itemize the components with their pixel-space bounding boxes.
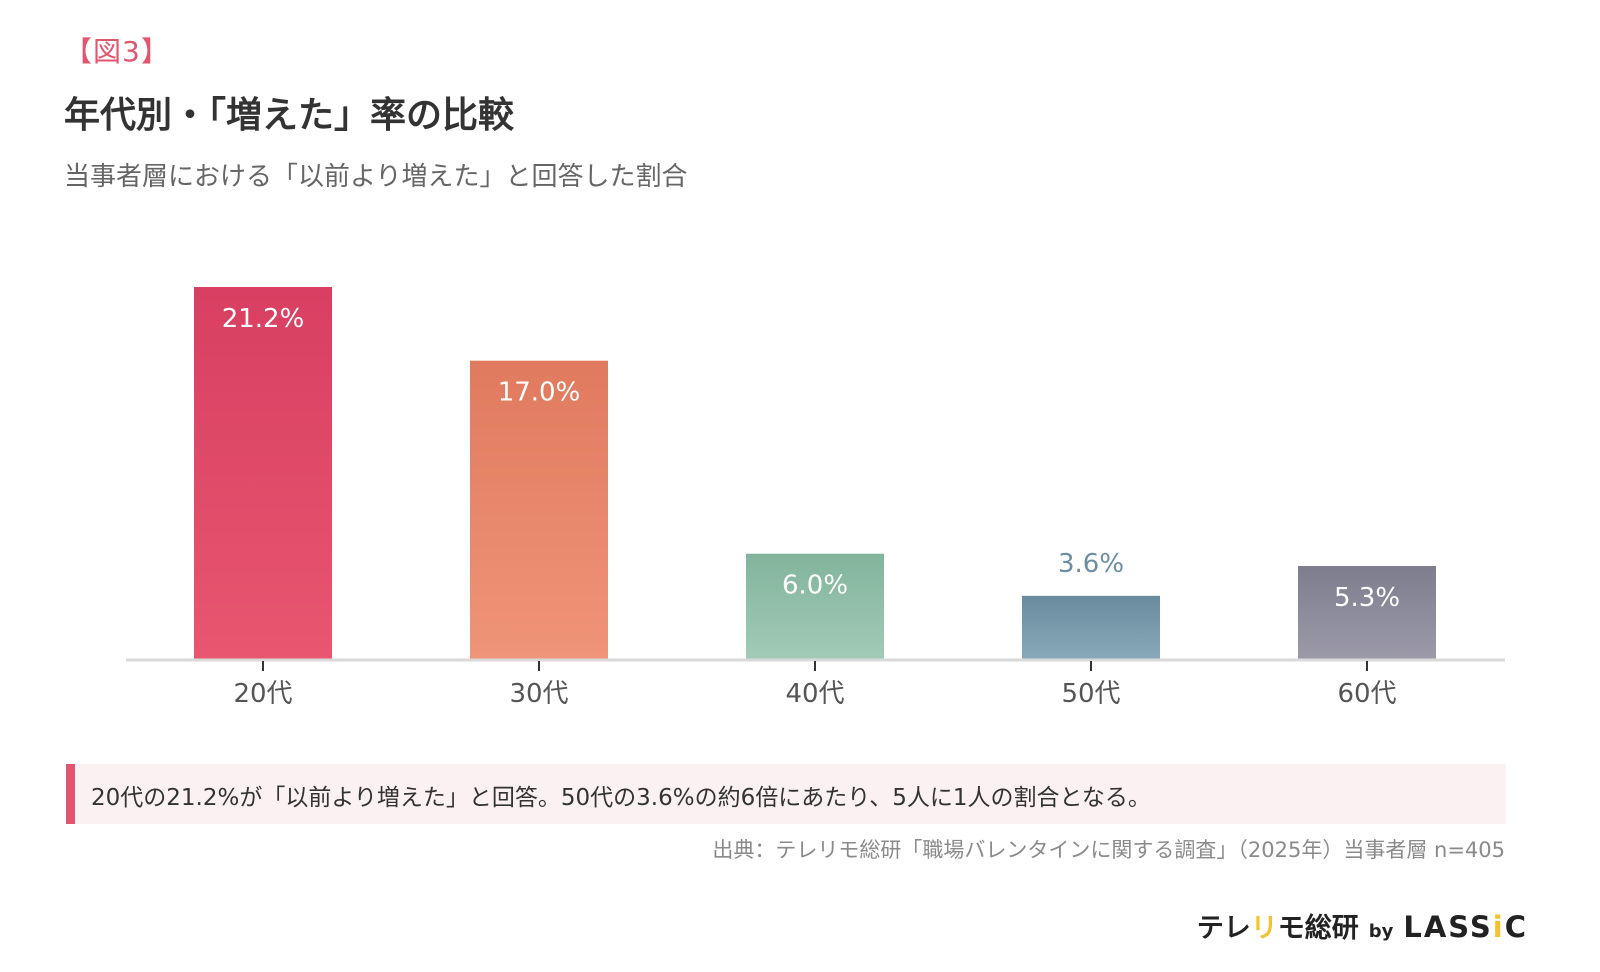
figure-label: 【図3】 [64, 35, 170, 68]
logo-lassic: LASSiC [1403, 910, 1528, 944]
value-label-30代: 17.0% [498, 378, 581, 408]
callout-box: 20代の21.2%が「以前より増えた」と回答。50代の3.6%の約6倍にあたり、… [66, 764, 1506, 824]
bar-20代 [194, 287, 332, 659]
brand-logo: テレリモ総研 by LASSiC [1197, 906, 1528, 946]
value-label-20代: 21.2% [222, 304, 305, 334]
bars-layer: 21.2% 17.0% 6.0% 3.6% 5.3% [194, 287, 1436, 659]
logo-telerimo: テレリモ総研 [1196, 913, 1359, 944]
bar-60代 [1298, 566, 1436, 659]
value-label-60代: 5.3% [1334, 583, 1400, 613]
bar-30代 [470, 360, 608, 659]
source-note: 出典：テレリモ総研「職場バレンタインに関する調査」（2025年）当事者層 n=4… [712, 838, 1505, 862]
ticks-layer: 20代 30代 40代 50代 60代 [233, 661, 1397, 709]
tick-label-40代: 40代 [785, 679, 844, 709]
value-label-40代: 6.0% [782, 571, 848, 601]
callout-text: 20代の21.2%が「以前より増えた」と回答。50代の3.6%の約6倍にあたり、… [91, 785, 1151, 811]
value-label-50代: 3.6% [1058, 549, 1124, 579]
bar-40代 [746, 553, 884, 659]
tick-label-60代: 60代 [1337, 679, 1396, 709]
tick-label-50代: 50代 [1061, 679, 1120, 709]
chart-subtitle: 当事者層における「以前より増えた」と回答した割合 [64, 162, 688, 192]
bar-50代 [1022, 595, 1160, 659]
tick-label-20代: 20代 [233, 679, 292, 709]
logo-by: by [1368, 921, 1394, 942]
chart-title: 年代別・「増えた」率の比較 [64, 95, 515, 136]
tick-label-30代: 30代 [509, 679, 568, 709]
bar-chart: 21.2% 17.0% 6.0% 3.6% 5.3% 20代 30代 40代 50代 60代 [126, 287, 1505, 709]
